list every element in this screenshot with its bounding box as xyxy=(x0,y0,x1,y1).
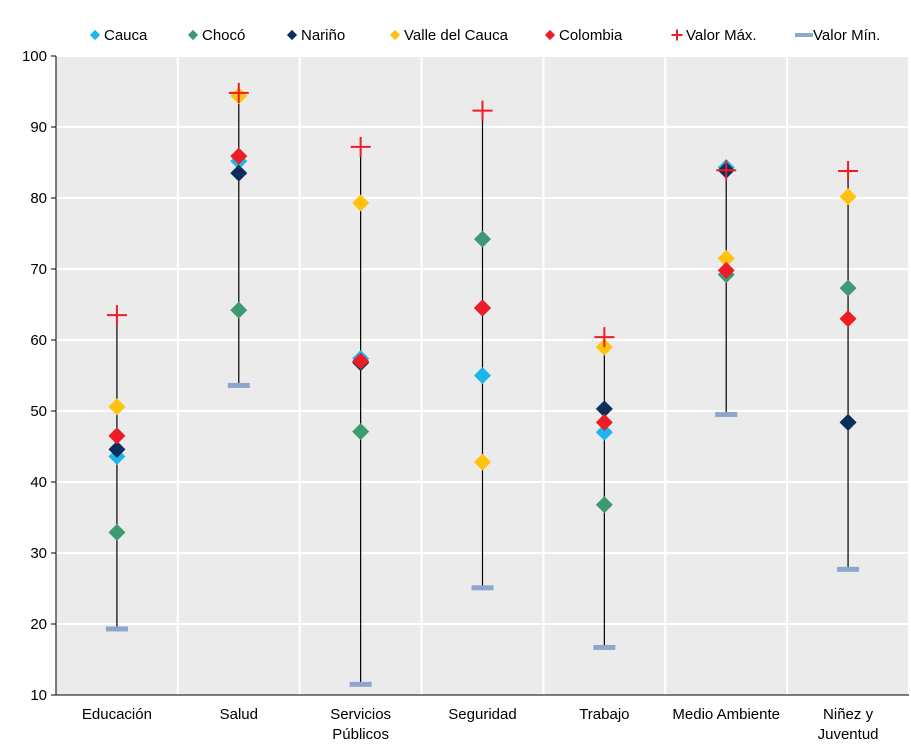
point-choco-salud xyxy=(230,301,248,319)
legend-label-colombia: Colombia xyxy=(559,27,623,44)
legend-marker-narino xyxy=(286,29,298,41)
range-lines xyxy=(116,92,849,685)
legend-marker-valor-min xyxy=(795,33,813,37)
x-tick-label-trabajo: Trabajo xyxy=(579,706,629,723)
legend: Cauca Chocó Nariño Valle del Cauca Colombia V… xyxy=(89,27,880,44)
point-colombia-trabajo xyxy=(595,413,613,431)
y-tick-label: 60 xyxy=(30,332,47,349)
point-valor-max-medio-ambiente xyxy=(716,160,737,181)
legend-label-valle-del-cauca: Valle del Cauca xyxy=(404,27,509,44)
data-marks xyxy=(105,82,860,687)
x-tick-label-servicios-publicos: Servicios Públicos xyxy=(330,706,391,743)
point-valor-min-seguridad xyxy=(471,585,494,591)
y-tick-label: 80 xyxy=(30,190,47,207)
y-tick-label: 90 xyxy=(30,119,47,136)
point-valor-max-trabajo xyxy=(594,327,615,348)
legend-item-valor-max: Valor Máx. xyxy=(671,27,757,44)
point-valor-max-ninez-y-juventud xyxy=(838,161,859,182)
x-tick-label-educacion: Educación xyxy=(82,706,152,723)
legend-label-valor-max: Valor Máx. xyxy=(686,27,757,44)
point-valor-max-salud xyxy=(228,82,249,103)
legend-item-colombia: Colombia xyxy=(544,27,623,44)
legend-label-narino: Nariño xyxy=(301,27,345,44)
point-colombia-ninez-y-juventud xyxy=(839,310,857,328)
legend-marker-choco xyxy=(187,29,199,41)
point-valle-del-cauca-seguridad xyxy=(474,453,491,471)
legend-label-choco: Chocó xyxy=(202,27,245,44)
point-valor-min-trabajo xyxy=(593,644,616,650)
point-choco-seguridad xyxy=(474,230,491,248)
legend-item-narino: Nariño xyxy=(286,27,345,44)
legend-item-valor-min: Valor Mín. xyxy=(795,27,880,44)
y-tick-label: 70 xyxy=(30,261,47,278)
x-axis-labels: Educación Salud Servicios Públicos Seguridad… xyxy=(82,706,879,743)
point-colombia-servicios-publicos xyxy=(352,352,370,370)
point-colombia-educacion xyxy=(108,427,126,445)
point-colombia-seguridad xyxy=(474,299,491,317)
point-narino-ninez-y-juventud xyxy=(839,413,857,431)
legend-marker-valle-del-cauca xyxy=(389,29,401,41)
x-tick-label-ninez-y-juventud: Niñez y Juventud xyxy=(818,706,879,743)
point-narino-educacion xyxy=(108,440,126,458)
legend-item-cauca: Cauca xyxy=(89,27,148,44)
legend-marker-cauca xyxy=(89,29,101,41)
point-valor-min-salud xyxy=(227,382,250,388)
legend-item-choco: Chocó xyxy=(187,27,245,44)
y-tick-label: 20 xyxy=(30,616,47,633)
y-tick-label: 40 xyxy=(30,474,47,491)
y-tick-label: 100 xyxy=(22,48,47,65)
y-axis-ticks: 10 20 30 40 50 60 70 80 90 100 xyxy=(22,48,56,704)
point-valle-del-cauca-educacion xyxy=(108,398,126,416)
legend-item-valle-del-cauca: Valle del Cauca xyxy=(389,27,509,44)
point-choco-trabajo xyxy=(595,496,613,514)
point-valor-min-servicios-publicos xyxy=(349,681,372,687)
point-choco-ninez-y-juventud xyxy=(839,279,857,297)
point-valor-max-seguridad xyxy=(472,100,493,121)
point-colombia-salud xyxy=(230,147,248,165)
x-tick-label-seguridad: Seguridad xyxy=(448,706,516,723)
point-valor-min-medio-ambiente xyxy=(715,412,738,418)
point-narino-salud xyxy=(230,164,248,182)
x-tick-label-medio-ambiente: Medio Ambiente xyxy=(672,706,780,723)
legend-label-cauca: Cauca xyxy=(104,27,148,44)
point-valle-del-cauca-medio-ambiente xyxy=(717,249,735,267)
x-tick-label-salud: Salud xyxy=(220,706,258,723)
point-narino-trabajo xyxy=(595,400,613,418)
point-valor-min-ninez-y-juventud xyxy=(837,566,860,572)
point-valle-del-cauca-ninez-y-juventud xyxy=(839,188,857,206)
point-valor-max-educacion xyxy=(106,305,127,326)
legend-label-valor-min: Valor Mín. xyxy=(813,27,880,44)
legend-marker-colombia xyxy=(544,29,556,41)
point-choco-educacion xyxy=(108,523,126,541)
legend-marker-valor-max xyxy=(671,29,683,41)
point-valor-max-servicios-publicos xyxy=(350,136,371,157)
point-valle-del-cauca-servicios-publicos xyxy=(352,194,370,212)
y-tick-label: 30 xyxy=(30,545,47,562)
y-tick-label: 10 xyxy=(30,687,47,704)
point-choco-servicios-publicos xyxy=(352,423,370,441)
point-valor-min-educacion xyxy=(105,626,128,632)
y-tick-label: 50 xyxy=(30,403,47,420)
point-cauca-seguridad xyxy=(474,367,491,384)
point-colombia-medio-ambiente xyxy=(717,261,735,279)
point-cauca-trabajo xyxy=(595,423,613,441)
